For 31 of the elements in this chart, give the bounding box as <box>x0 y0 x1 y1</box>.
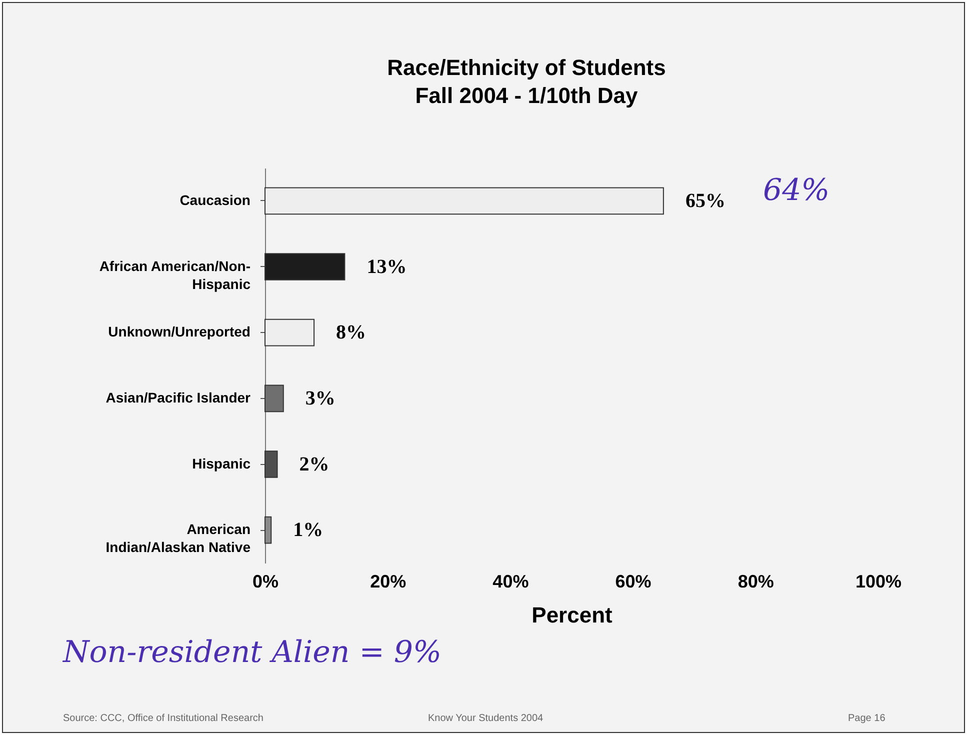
chart-subtitle: Fall 2004 - 1/10th Day <box>415 83 639 108</box>
x-tick-label: 0% <box>252 572 279 592</box>
x-tick-label: 60% <box>615 572 652 592</box>
bar <box>264 516 272 544</box>
data-label: 8% <box>336 322 366 344</box>
x-tick-label: 40% <box>492 572 529 592</box>
x-tick-label: 80% <box>738 572 774 592</box>
y-tick-label: American Indian/Alaskan Native <box>106 521 251 556</box>
y-tick-label: Hispanic <box>192 455 251 472</box>
y-tick-label: Asian/Pacific Islander <box>106 389 252 406</box>
text: Page 16 <box>848 713 886 724</box>
x-tick-label: 100% <box>855 572 902 592</box>
x-axis-title: Percent <box>532 602 614 628</box>
annotation: 64% <box>763 173 830 208</box>
y-tick-label: Caucasion <box>180 192 250 208</box>
bar <box>264 318 315 346</box>
bar <box>264 253 346 280</box>
y-tick-label: African American/Non-Hispanic <box>99 258 251 292</box>
bar <box>264 187 664 215</box>
chart-title: Race/Ethnicity of Students <box>387 55 666 80</box>
data-label: 3% <box>305 387 336 410</box>
x-tick-label: 20% <box>370 572 406 592</box>
source-note: Source: CCC, Office of Institutional Research <box>63 713 264 724</box>
data-label: 2% <box>299 453 330 476</box>
text: Non-resident Alien = 9% <box>63 635 442 670</box>
data-label: 65% <box>685 190 726 212</box>
text: Know Your Students 2004 <box>428 713 544 724</box>
data-label: 1% <box>293 519 324 542</box>
bar <box>264 450 278 478</box>
y-tick-label: Unknown/Unreported <box>108 324 250 340</box>
data-label: 13% <box>366 256 407 278</box>
